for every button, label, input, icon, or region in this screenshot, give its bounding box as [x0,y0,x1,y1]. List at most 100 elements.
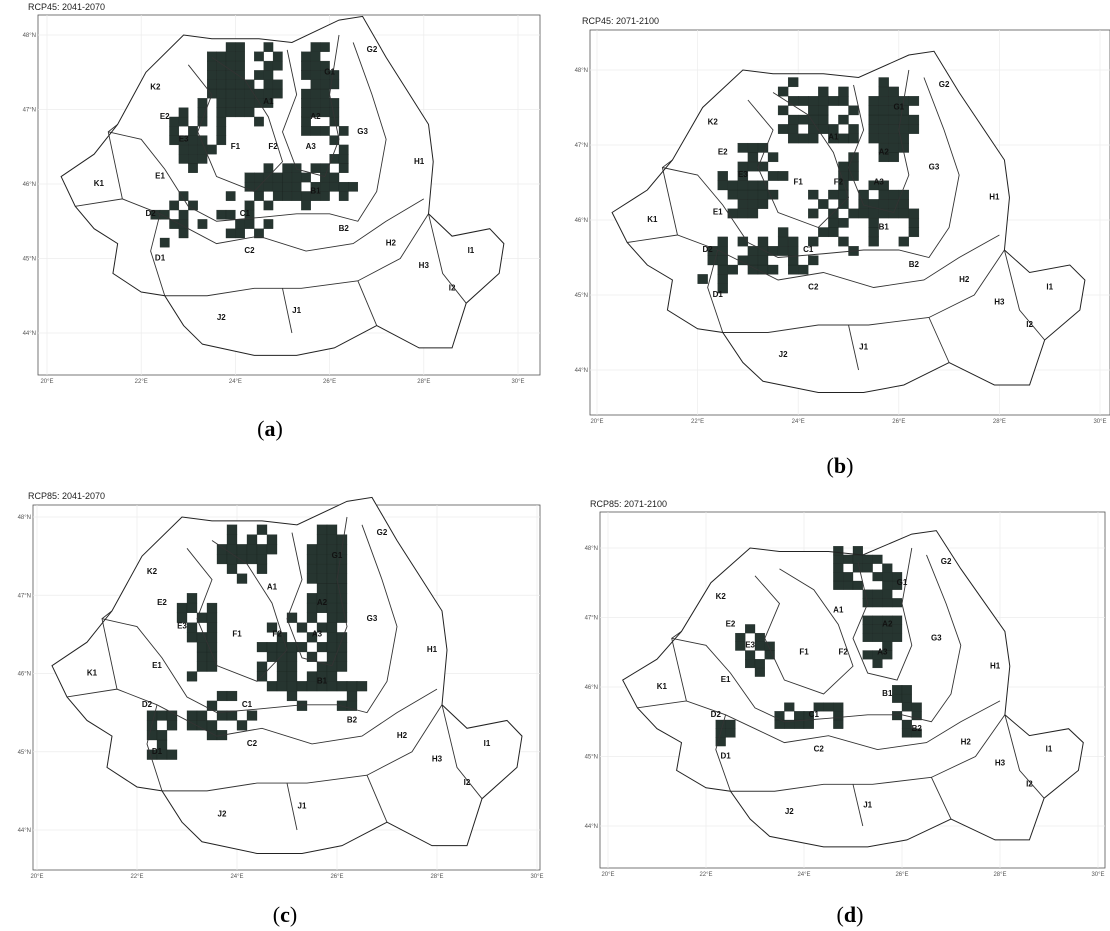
region-label: J2 [785,807,794,816]
presence-cell [178,191,189,201]
presence-cell [717,274,728,284]
presence-cell [798,133,809,144]
lat-tick-label: 45°N [23,257,36,263]
lat-tick-label: 48°N [575,68,588,74]
presence-cell [838,114,849,125]
region-label: H3 [995,759,1006,768]
presence-cell [892,572,903,582]
presence-cell [336,573,348,584]
presence-cell [838,96,849,106]
presence-cell [717,236,728,247]
presence-cell [787,255,799,266]
presence-cell [256,544,268,555]
presence-cell [310,60,321,71]
presence-cell [872,624,883,634]
presence-cell [908,124,920,134]
presence-cell [320,126,330,136]
presence-cell [156,710,168,721]
presence-cell [276,632,288,643]
region-label: A3 [874,178,885,187]
presence-cell [272,79,283,90]
region-label: E1 [713,208,723,217]
presence-cell [306,671,318,682]
presence-cell [326,524,338,535]
presence-cell [235,42,245,52]
region-label: B1 [310,187,321,196]
lon-tick-label: 24°E [797,872,810,878]
region-label: A3 [312,629,323,638]
presence-cell [266,642,278,653]
presence-cell [296,700,308,711]
presence-cell [256,661,268,672]
presence-cell [320,88,330,99]
lon-tick-label: 20°E [601,872,614,878]
region-label: J1 [859,343,868,352]
presence-cell [808,189,819,200]
presence-cell [286,671,298,682]
presence-cell [888,133,899,144]
presence-cell [301,107,311,118]
presence-cell [346,681,358,692]
presence-cell [747,246,759,256]
presence-cell [235,51,245,62]
presence-cell [296,622,308,633]
presence-cell [320,172,330,183]
lat-tick-label: 44°N [18,828,31,834]
region-label: B2 [909,260,920,269]
country-border [60,15,505,356]
presence-cell [244,219,255,229]
region-label: K2 [147,567,158,576]
presence-cell [244,79,255,90]
presence-cell [206,70,217,80]
presence-cell [320,79,330,90]
presence-cell [216,209,227,220]
presence-cell [306,602,318,614]
presence-cell [188,154,198,164]
presence-cell [326,632,338,643]
presence-cell [838,217,849,228]
presence-cell [737,199,749,209]
caption-letter: c [280,902,290,927]
presence-cell [828,227,839,238]
region-boundary [162,704,443,792]
lat-tick-label: 44°N [575,368,588,374]
presence-cell [833,554,844,564]
presence-cell [872,632,883,642]
presence-cell [882,632,893,642]
presence-cell [882,572,893,582]
map-panel: RCP85: 2041-2070 44°N 45°N 46°N 47°N 48°N 20°E… [18,491,544,927]
presence-cell [256,554,268,565]
region-boundary [441,704,483,799]
region-boundary [101,610,118,690]
presence-cell [206,612,218,623]
presence-cell [286,651,298,662]
region-label: H2 [961,738,972,747]
presence-cell [326,642,338,653]
panel-caption: (b) [827,453,854,478]
lat-tick-label: 47°N [18,593,31,599]
presence-cell [235,60,245,71]
presence-cell [235,88,245,99]
presence-cell [291,181,302,192]
presence-cell [757,246,769,256]
presence-cell [296,642,308,653]
presence-cell [346,690,358,702]
map-panel: RCP45: 2071-2100 44°N 45°N 46°N 47°N 48°N 20°E… [575,16,1110,478]
region-label: H3 [419,261,430,270]
presence-cell [176,602,188,614]
region-boundary [637,700,1001,751]
region-boundary [150,213,166,296]
presence-cell [226,554,238,565]
lon-tick-label: 26°E [330,874,343,880]
region-label: C1 [240,209,251,218]
presence-cell [263,172,274,183]
panel-title: RCP85: 2071-2100 [590,499,667,509]
presence-cell [892,615,903,625]
presence-cell [838,161,849,172]
presence-cell [225,191,236,201]
lon-tick-label: 22°E [130,874,143,880]
lon-tick-label: 26°E [892,419,905,425]
region-label: E1 [155,172,165,181]
presence-cell [777,227,789,238]
region-boundary [357,280,378,326]
